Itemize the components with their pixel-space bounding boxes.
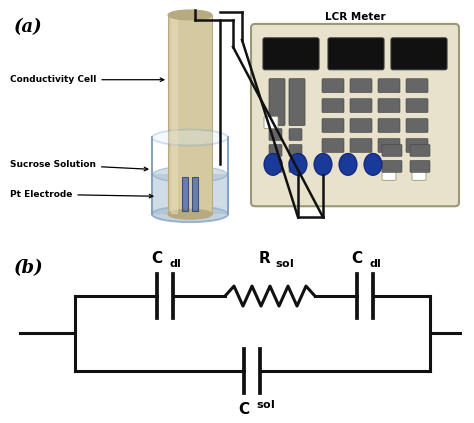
Ellipse shape — [289, 154, 307, 176]
Polygon shape — [192, 177, 198, 211]
FancyBboxPatch shape — [406, 79, 428, 93]
Ellipse shape — [264, 154, 282, 176]
FancyBboxPatch shape — [289, 160, 302, 172]
Text: $\mathbf{sol}$: $\mathbf{sol}$ — [256, 398, 275, 410]
FancyBboxPatch shape — [406, 118, 428, 132]
FancyBboxPatch shape — [350, 79, 372, 93]
Text: Conductivity Cell: Conductivity Cell — [10, 75, 164, 84]
Text: LCR Meter: LCR Meter — [325, 12, 385, 22]
Ellipse shape — [364, 154, 382, 176]
Ellipse shape — [168, 10, 212, 20]
FancyBboxPatch shape — [289, 145, 302, 157]
Text: $\mathbf{sol}$: $\mathbf{sol}$ — [275, 257, 294, 269]
FancyBboxPatch shape — [378, 99, 400, 113]
FancyBboxPatch shape — [328, 38, 384, 70]
FancyBboxPatch shape — [269, 145, 282, 157]
FancyBboxPatch shape — [391, 38, 447, 70]
Polygon shape — [153, 174, 227, 214]
FancyBboxPatch shape — [406, 99, 428, 113]
FancyBboxPatch shape — [406, 138, 428, 152]
FancyBboxPatch shape — [382, 160, 402, 172]
Ellipse shape — [153, 166, 227, 182]
Text: $\mathbf{dl}$: $\mathbf{dl}$ — [369, 257, 382, 269]
FancyBboxPatch shape — [322, 99, 344, 113]
FancyBboxPatch shape — [269, 160, 282, 172]
FancyBboxPatch shape — [382, 168, 396, 180]
FancyBboxPatch shape — [322, 79, 344, 93]
Ellipse shape — [152, 129, 228, 146]
FancyBboxPatch shape — [289, 129, 302, 140]
Ellipse shape — [152, 206, 228, 222]
FancyBboxPatch shape — [289, 79, 305, 126]
Text: $\mathbf{R}$: $\mathbf{R}$ — [258, 250, 272, 266]
Text: $\mathbf{C}$: $\mathbf{C}$ — [151, 250, 163, 266]
FancyBboxPatch shape — [350, 138, 372, 152]
FancyBboxPatch shape — [251, 24, 459, 206]
FancyBboxPatch shape — [378, 79, 400, 93]
Polygon shape — [182, 177, 188, 211]
FancyBboxPatch shape — [350, 118, 372, 132]
FancyBboxPatch shape — [322, 138, 344, 152]
FancyBboxPatch shape — [378, 118, 400, 132]
FancyBboxPatch shape — [263, 38, 319, 70]
Text: $\mathbf{C}$: $\mathbf{C}$ — [351, 250, 363, 266]
FancyBboxPatch shape — [269, 79, 285, 126]
FancyBboxPatch shape — [264, 117, 278, 129]
FancyBboxPatch shape — [412, 168, 426, 180]
FancyBboxPatch shape — [410, 160, 430, 172]
Ellipse shape — [314, 154, 332, 176]
FancyBboxPatch shape — [269, 129, 282, 140]
FancyBboxPatch shape — [382, 145, 402, 157]
Text: $\mathbf{dl}$: $\mathbf{dl}$ — [169, 257, 182, 269]
Polygon shape — [168, 15, 212, 214]
Text: (a): (a) — [14, 18, 43, 36]
FancyBboxPatch shape — [322, 118, 344, 132]
Ellipse shape — [168, 209, 212, 219]
FancyBboxPatch shape — [350, 99, 372, 113]
FancyBboxPatch shape — [378, 138, 400, 152]
Text: Pt Electrode: Pt Electrode — [10, 190, 153, 199]
Text: Sucrose Solution: Sucrose Solution — [10, 160, 148, 171]
Polygon shape — [171, 15, 178, 214]
Text: $\mathbf{C}$: $\mathbf{C}$ — [238, 401, 250, 417]
Ellipse shape — [339, 154, 357, 176]
Text: (b): (b) — [14, 259, 44, 277]
FancyBboxPatch shape — [410, 145, 430, 157]
